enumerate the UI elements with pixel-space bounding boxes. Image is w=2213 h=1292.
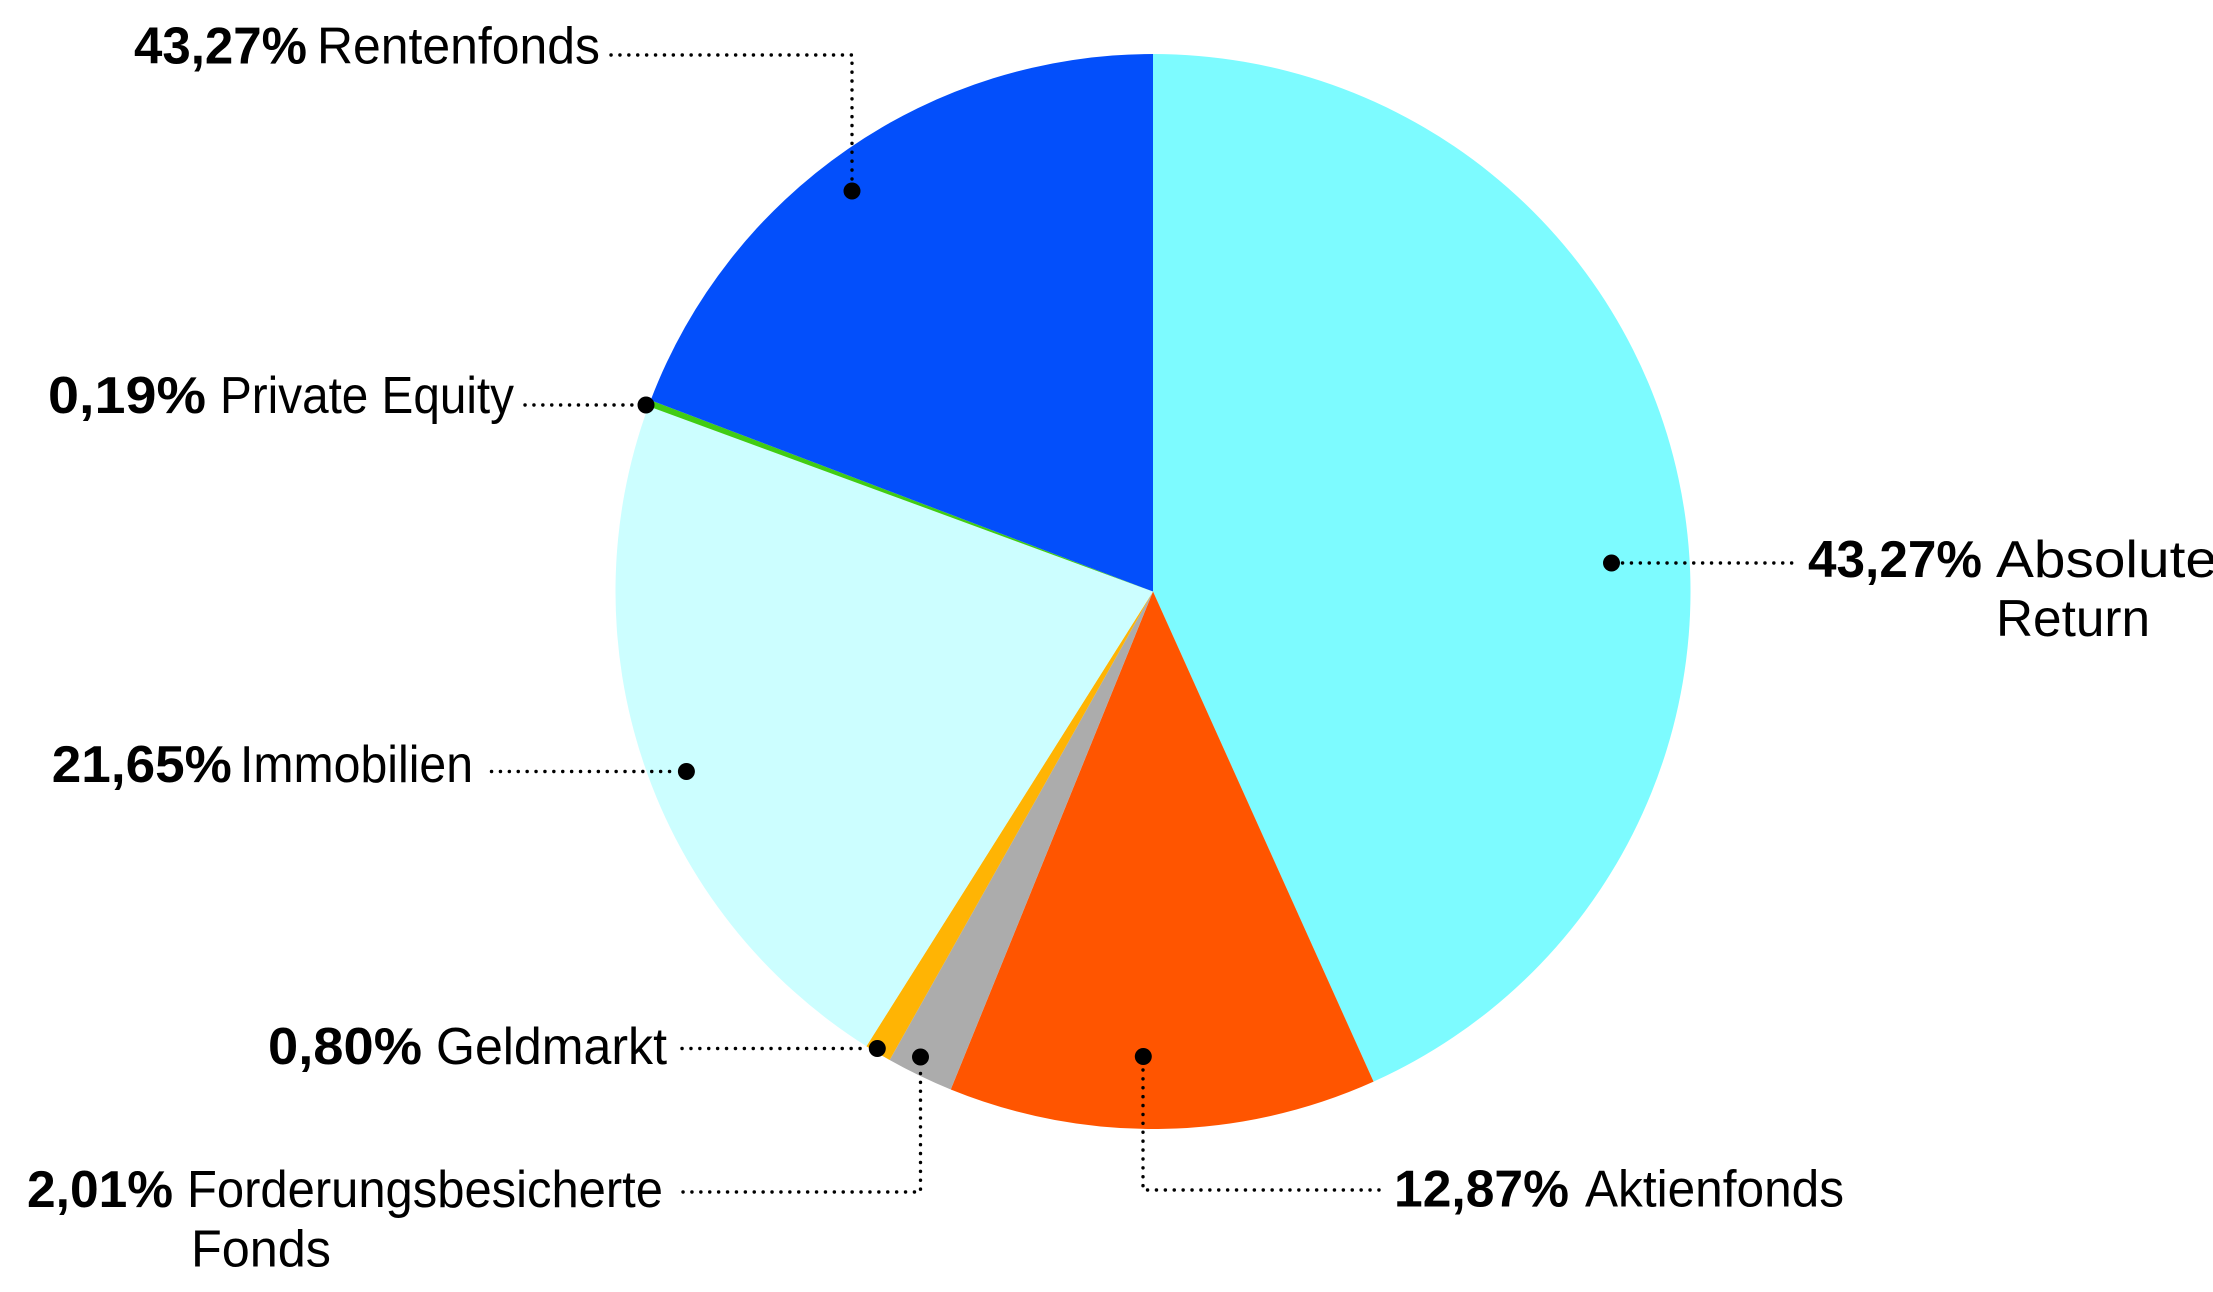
svg-text:Geldmarkt: Geldmarkt: [436, 1018, 668, 1076]
svg-text:12,87%: 12,87%: [1394, 1161, 1569, 1219]
svg-text:43,27%: 43,27%: [1808, 531, 1982, 589]
svg-text:0,19%: 0,19%: [48, 367, 206, 425]
svg-text:2,01%: 2,01%: [27, 1161, 173, 1219]
svg-text:Aktienfonds: Aktienfonds: [1585, 1161, 1844, 1219]
svg-text:Rentenfonds: Rentenfonds: [317, 18, 600, 76]
svg-text:0,80%: 0,80%: [268, 1018, 422, 1076]
svg-text:Fonds: Fonds: [191, 1221, 331, 1279]
svg-text:Return: Return: [1996, 590, 2150, 648]
svg-text:Private Equity: Private Equity: [220, 367, 514, 425]
svg-text:21,65%: 21,65%: [52, 736, 232, 794]
svg-text:Absolute: Absolute: [1996, 531, 2213, 589]
svg-text:Forderungsbesicherte: Forderungsbesicherte: [187, 1161, 663, 1219]
svg-text:43,27%: 43,27%: [134, 18, 307, 76]
svg-text:Immobilien: Immobilien: [240, 736, 473, 794]
